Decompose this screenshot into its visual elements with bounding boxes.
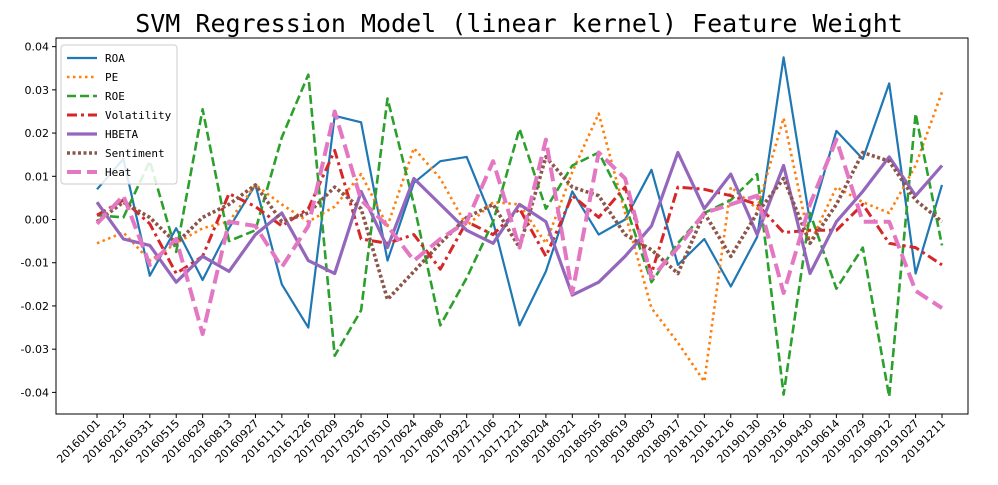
y-tick-label: 0.02 xyxy=(25,127,50,140)
y-tick-label: 0.01 xyxy=(25,170,50,183)
y-tick-label: 0.03 xyxy=(25,84,50,97)
series-line-roa xyxy=(96,56,944,329)
y-tick-label: -0.04 xyxy=(21,386,49,399)
legend-label-roe: ROE xyxy=(105,90,125,103)
y-tick-label: 0.04 xyxy=(25,41,50,54)
legend-label-hbeta: HBETA xyxy=(105,128,138,141)
y-tick-label: -0.03 xyxy=(21,343,49,356)
series-line-sentiment xyxy=(95,150,944,302)
legend-label-heat: Heat xyxy=(105,166,132,179)
legend-label-pe: PE xyxy=(105,71,118,84)
series-line-roe xyxy=(96,73,944,399)
legend: ROA PE ROE Volatility HBETA Sentiment Heat xyxy=(60,44,178,185)
legend-label-volatility: Volatility xyxy=(105,109,172,122)
legend-label-roa: ROA xyxy=(105,52,125,65)
series-line-pe xyxy=(96,91,944,383)
plot-frame xyxy=(55,37,969,415)
series-line-heat xyxy=(95,109,944,336)
y-tick-label: -0.01 xyxy=(21,257,49,270)
y-tick-label: 0.00 xyxy=(25,214,50,227)
y-tick-label: -0.02 xyxy=(21,300,49,313)
series-layer xyxy=(95,56,944,399)
legend-label-sentiment: Sentiment xyxy=(105,147,165,160)
chart-title: SVM Regression Model (linear kernel) Fea… xyxy=(135,9,903,38)
legend-box xyxy=(60,44,178,185)
